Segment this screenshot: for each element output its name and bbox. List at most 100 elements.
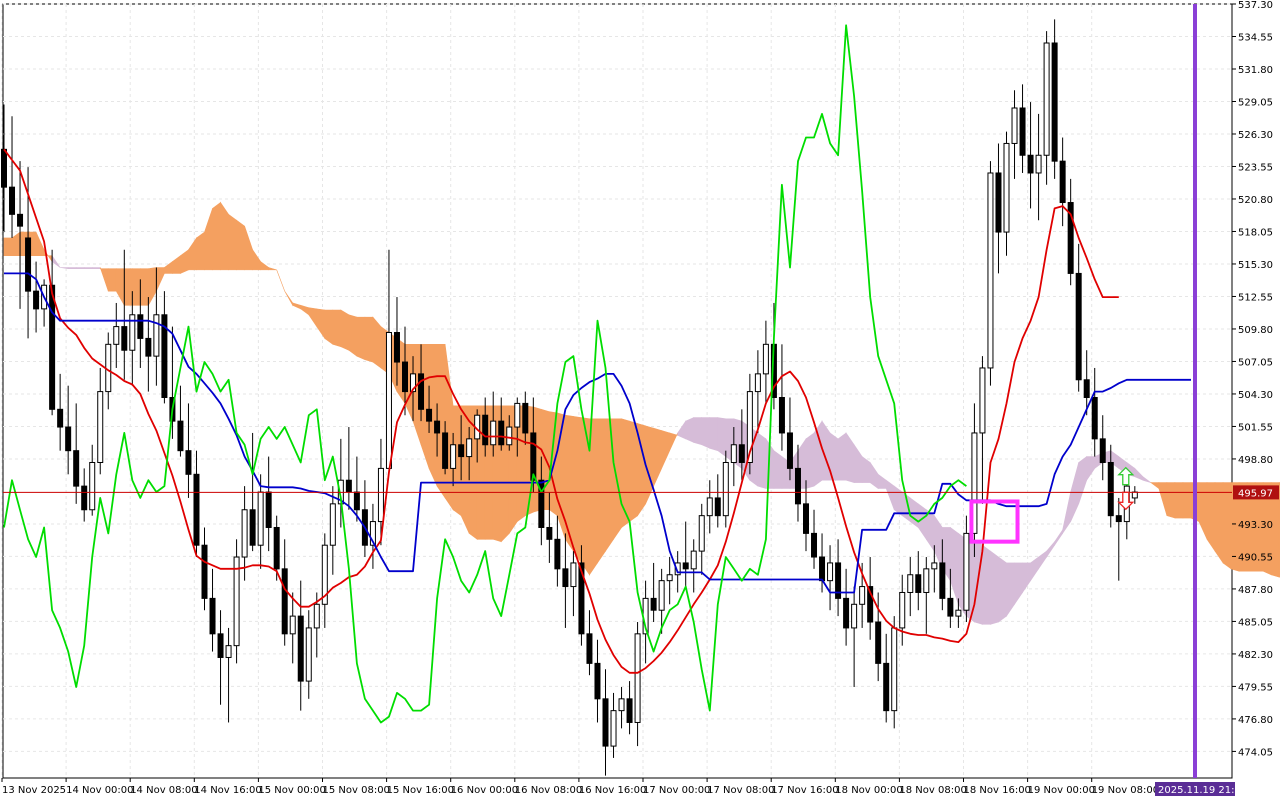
candle-bullish <box>313 603 320 629</box>
candle-bearish <box>249 509 256 546</box>
candle-bearish <box>594 662 601 700</box>
candle-bullish <box>1035 154 1042 174</box>
candle-bearish <box>602 698 609 747</box>
x-tick-label: 16 Nov 16:00 <box>579 785 646 796</box>
candle-bearish <box>161 314 168 398</box>
candle-bullish <box>377 467 384 523</box>
candle-bearish <box>17 213 24 227</box>
candle-bearish <box>201 544 208 599</box>
candle-bearish <box>995 172 1002 233</box>
candle-bullish <box>923 568 930 593</box>
cloud-segment-bearish <box>717 417 727 458</box>
candle-bearish <box>1083 379 1090 398</box>
candle-bullish <box>1011 107 1018 144</box>
cloud-segment-bearish <box>998 556 1007 623</box>
candle-bearish <box>586 633 593 664</box>
candles <box>1 19 1138 776</box>
candle-bullish <box>979 367 986 434</box>
cloud-segment-bullish <box>332 309 342 348</box>
cloud-segment-bullish <box>196 231 205 271</box>
candle-bearish <box>1091 396 1098 440</box>
candle-bearish <box>546 526 553 540</box>
candle-bullish <box>931 562 938 570</box>
candle-bearish <box>1107 461 1114 517</box>
candle-bullish <box>113 326 120 345</box>
candle-bullish <box>899 591 906 629</box>
x-tick-label: 18 Nov 00:00 <box>835 785 902 796</box>
x-tick-label: 18 Nov 16:00 <box>964 785 1031 796</box>
candle-bullish <box>955 609 962 617</box>
candle-bearish <box>353 491 360 511</box>
candle-bearish <box>442 432 449 469</box>
candle-bullish <box>618 698 625 712</box>
cloud-segment-bearish <box>75 267 85 269</box>
candle-bearish <box>458 444 465 458</box>
candle-bullish <box>289 615 296 635</box>
candle-bearish <box>843 597 850 629</box>
candle-bullish <box>706 497 713 517</box>
cloud-segment-bearish <box>67 267 77 269</box>
candle-bearish <box>434 420 441 434</box>
tenkan-line <box>3 148 1119 674</box>
cloud-segment-bearish <box>757 432 767 489</box>
candle-bearish <box>682 562 689 570</box>
x-tick-label: 17 Nov 08:00 <box>707 785 774 796</box>
y-tick-label: 493.30 <box>1238 520 1273 531</box>
y-tick-label: 507.05 <box>1238 357 1273 368</box>
candle-bearish <box>426 408 433 422</box>
candle-bullish <box>233 556 240 647</box>
candle-bearish <box>121 326 128 351</box>
current-price-label: 495.97 <box>1238 488 1273 499</box>
cloud-segment-bullish <box>364 316 374 363</box>
y-tick-label: 531.80 <box>1238 65 1273 76</box>
x-tick-label: 14 Nov 00:00 <box>66 785 133 796</box>
candle-bearish <box>522 402 529 434</box>
candle-bearish <box>554 538 561 570</box>
candle-bearish <box>650 597 657 611</box>
x-tick-label: 13 Nov 2025 <box>2 785 66 796</box>
candle-bearish <box>193 473 200 546</box>
x-tick-label: 16 Nov 08:00 <box>515 785 582 796</box>
cloud-segment-bearish <box>701 417 711 449</box>
cloud-segment-bullish <box>268 267 277 271</box>
candle-bearish <box>1067 202 1074 274</box>
cloud-segment-bearish <box>805 432 815 489</box>
time-marker-label-bg <box>1155 782 1235 796</box>
candle-bearish <box>714 497 721 517</box>
candle-bearish <box>217 633 224 658</box>
candle-bullish <box>963 532 970 611</box>
y-tick-label: 537.30 <box>1238 0 1273 11</box>
y-tick-label: 490.55 <box>1238 552 1273 563</box>
candle-bullish <box>754 373 761 393</box>
candle-bullish <box>698 515 705 552</box>
cloud-segment-bullish <box>107 268 117 292</box>
candle-bearish <box>1027 154 1034 174</box>
candle-bullish <box>891 627 898 712</box>
candle-bearish <box>185 450 192 475</box>
cloud-segment-bearish <box>1142 476 1152 483</box>
cloud-segment-bearish <box>91 267 101 269</box>
candle-bearish <box>402 361 408 393</box>
arrow-up-icon <box>1117 466 1135 486</box>
cloud-segment-bullish <box>460 405 470 534</box>
cloud-segment-bullish <box>132 268 141 306</box>
cloud-segment-bullish <box>1174 482 1184 519</box>
cloud-segment-bearish <box>709 417 719 452</box>
candle-bearish <box>273 526 280 570</box>
cloud-segment-bullish <box>348 314 358 357</box>
candle-bearish <box>73 450 80 487</box>
candle-bearish <box>835 562 842 599</box>
y-tick-label: 509.80 <box>1238 325 1273 336</box>
candle-bullish <box>490 420 497 446</box>
cloud-segment-bullish <box>1214 482 1224 564</box>
candle-bearish <box>81 485 88 511</box>
candle-bearish <box>811 532 818 558</box>
candle-bearish <box>562 568 569 588</box>
y-tick-label: 504.30 <box>1238 390 1273 401</box>
candle-bearish <box>530 432 537 481</box>
candle-bullish <box>658 580 665 611</box>
cloud-segment-bullish <box>629 420 638 523</box>
current-price-label-bg <box>1233 485 1279 500</box>
